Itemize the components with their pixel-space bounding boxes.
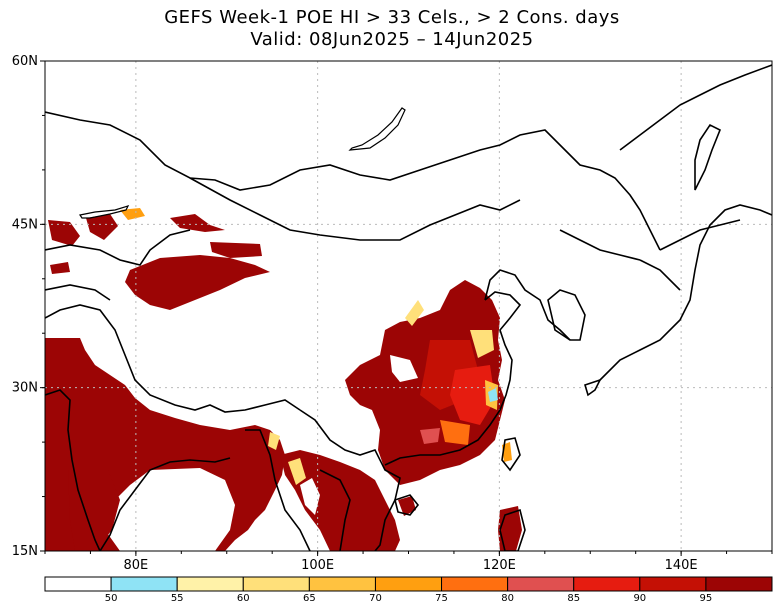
colorbar-label: 60 — [237, 593, 250, 604]
colorbar-swatch — [242, 576, 310, 592]
colorbar-swatch — [441, 576, 509, 592]
lake-baikal — [348, 107, 406, 151]
lat-tick-label: 30N — [12, 381, 38, 396]
axis-ticks — [40, 60, 773, 556]
colorbar-label: 55 — [171, 593, 184, 604]
colorbar-swatch — [44, 576, 112, 592]
lon-tick-label: 140E — [665, 558, 698, 573]
map-title-line2: Valid: 08Jun2025 – 14Jun2025 — [250, 29, 534, 50]
colorbar-label: 90 — [633, 593, 646, 604]
colorbar-swatch — [705, 576, 773, 592]
lat-tick-label: 60N — [12, 54, 38, 69]
probability-fill-regions — [45, 208, 522, 551]
coastline-japan — [599, 204, 772, 381]
map-gridlines — [45, 61, 772, 551]
fill-region-indochina — [280, 450, 400, 551]
colorbar-swatch — [573, 576, 641, 592]
coastline-east-china — [384, 291, 522, 466]
colorbar-swatch — [639, 576, 707, 592]
latitude-labels: 15N 30N 45N 60N — [12, 54, 38, 559]
colorbar-label: 70 — [369, 593, 382, 604]
lon-tick-label: 120E — [483, 558, 516, 573]
colorbar: 50 55 60 65 70 75 80 85 90 95 — [44, 576, 773, 604]
coastline-south-asia — [45, 389, 101, 551]
colorbar-swatch — [110, 576, 178, 592]
colorbar-swatch — [308, 576, 376, 592]
colorbar-swatch — [507, 576, 575, 592]
lon-tick-label: 100E — [301, 558, 334, 573]
colorbar-label: 85 — [567, 593, 580, 604]
lon-tick-label: 80E — [123, 558, 148, 573]
border-himalaya — [45, 304, 301, 413]
longitude-labels: 80E 100E 120E 140E — [123, 558, 697, 573]
lat-tick-label: 15N — [12, 544, 38, 559]
lat-tick-label: 45N — [12, 217, 38, 232]
colorbar-label: 75 — [435, 593, 448, 604]
map-outlines — [45, 64, 772, 551]
colorbar-swatch — [176, 576, 244, 592]
colorbar-label: 65 — [303, 593, 316, 604]
colorbar-swatch — [374, 576, 443, 592]
lake-balkhash — [79, 205, 130, 219]
map-title-line1: GEFS Week-1 POE HI > 33 Cels., > 2 Cons.… — [164, 7, 620, 28]
colorbar-label: 80 — [501, 593, 514, 604]
colorbar-label: 95 — [700, 593, 713, 604]
border-northern — [45, 111, 661, 251]
colorbar-label: 50 — [105, 593, 118, 604]
fill-region-tarim-basin — [125, 255, 270, 310]
